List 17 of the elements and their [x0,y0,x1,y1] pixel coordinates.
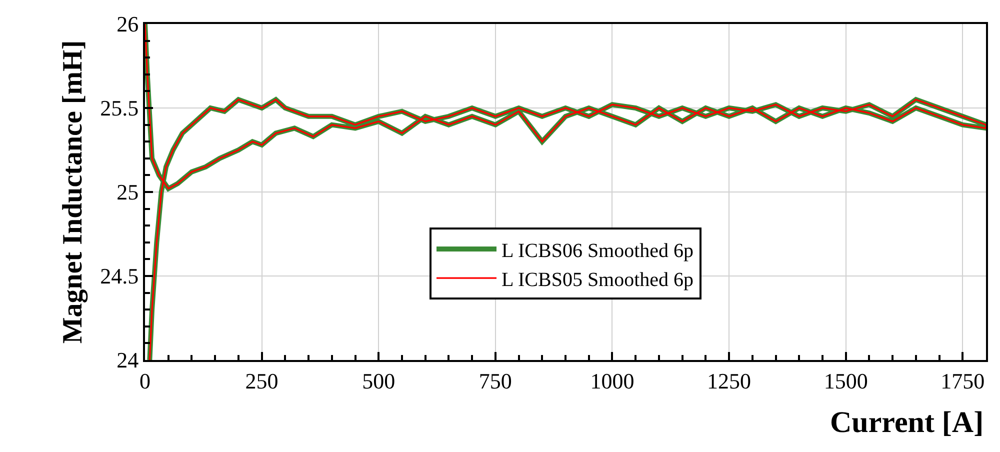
y-tick-label: 26 [116,12,139,37]
y-tick-label: 24.5 [100,264,139,289]
x-tick-label: 1250 [707,368,752,394]
x-axis-title: Current [A] [830,406,984,439]
y-tick-label: 25.5 [100,96,139,121]
legend-label: L ICBS06 Smoothed 6p [502,240,694,262]
x-tick-label: 1000 [590,368,634,394]
x-tick-label: 1750 [940,368,985,394]
legend-label: L ICBS05 Smoothed 6p [502,268,694,291]
y-axis-title: Magnet Inductance [mH] [57,40,88,344]
x-tick-label: 750 [478,368,512,394]
x-tick-label: 250 [245,368,278,394]
x-tick-label: 1500 [824,368,868,394]
x-tick-label: 0 [140,368,150,394]
y-tick-label: 24 [116,348,139,373]
x-tick-label: 500 [362,368,396,394]
y-tick-label: 25 [116,180,139,205]
